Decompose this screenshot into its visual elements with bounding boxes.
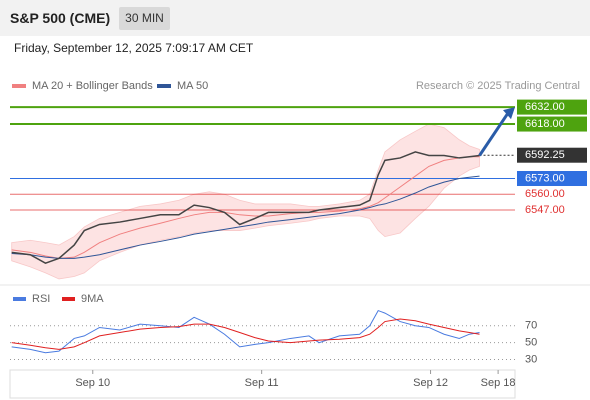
indicator-line <box>11 309 480 354</box>
legend-label: 9MA <box>81 293 104 305</box>
x-tick-label: Sep 11 <box>245 377 279 389</box>
level-label-box <box>517 99 587 115</box>
forecast-arrowhead <box>503 107 515 120</box>
legend-label: MA 50 <box>177 80 208 92</box>
header: S&P 500 (CME) 30 MIN <box>0 0 590 36</box>
x-tick-label: Sep 18 <box>481 377 516 389</box>
level-label-box <box>517 116 587 132</box>
level-label: 6618.00 <box>525 118 565 130</box>
legend-label: RSI <box>32 293 50 305</box>
instrument-title: S&P 500 (CME) <box>10 10 111 26</box>
level-label: 6547.00 <box>525 204 565 216</box>
y-tick-label: 30 <box>525 353 537 365</box>
legend-swatch <box>12 84 26 88</box>
x-axis-box <box>9 369 516 399</box>
timestamp: Friday, September 12, 2025 7:09:17 AM CE… <box>14 41 254 55</box>
price-line <box>11 151 480 265</box>
level-label: 6632.00 <box>525 101 565 113</box>
y-tick-label: 50 <box>525 337 537 349</box>
forecast-arrow <box>478 112 510 157</box>
source: Research © 2025 Trading Central <box>416 80 580 92</box>
ma-line <box>11 175 480 259</box>
bollinger-band <box>11 123 480 280</box>
level-label: 6592.25 <box>525 149 565 161</box>
legend-swatch <box>13 297 26 301</box>
x-tick-label: Sep 10 <box>75 377 110 389</box>
level-label-box <box>517 147 587 163</box>
x-tick-label: Sep 12 <box>413 377 448 389</box>
level-label: 6560.00 <box>525 188 565 200</box>
indicator-line <box>11 318 480 350</box>
level-label: 6573.00 <box>525 172 565 184</box>
legend-swatch <box>62 297 75 301</box>
legend-label: MA 20 + Bollinger Bands <box>32 80 153 92</box>
y-tick-label: 70 <box>525 320 537 332</box>
interval-button[interactable]: 30 MIN <box>119 7 170 30</box>
legend-swatch <box>157 84 171 88</box>
level-label-box <box>517 171 587 187</box>
